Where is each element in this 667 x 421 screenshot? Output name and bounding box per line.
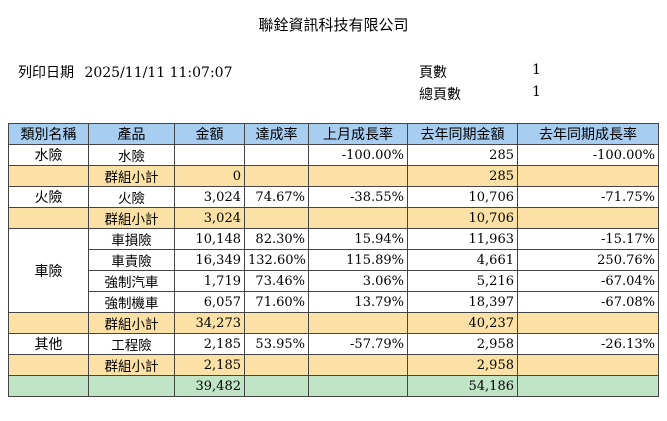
yoy-cell: -67.08% [517, 291, 659, 313]
amount-cell [174, 144, 245, 166]
achieve-cell: 74.67% [244, 186, 309, 208]
total-pages-value: 1 [532, 84, 541, 100]
subtotal-row: 群組小計 2,185 2,958 [8, 354, 659, 376]
ly-amount-cell: 285 [407, 144, 518, 166]
table-row: 車責險 16,349 132.60% 115.89% 4,661 250.76% [9, 249, 659, 271]
ly-amount-cell: 5,216 [407, 270, 518, 292]
header-last-year-amount: 去年同期金額 [407, 123, 518, 145]
header-amount: 金額 [174, 123, 245, 145]
subtotal-label: 群組小計 [88, 165, 175, 187]
header-mom-growth: 上月成長率 [308, 123, 408, 145]
yoy-cell: -26.13% [517, 333, 659, 355]
product-cell: 工程險 [88, 333, 175, 355]
category-cell: 火險 [8, 186, 89, 208]
subtotal-row: 群組小計 0 285 [8, 165, 659, 187]
product-cell: 水險 [88, 144, 175, 166]
subtotal-label: 群組小計 [88, 312, 175, 334]
amount-cell: 16,349 [174, 249, 245, 271]
sales-report-table: 類別名稱 產品 金額 達成率 上月成長率 去年同期金額 去年同期成長率 水險 水… [8, 123, 659, 397]
ly-amount-cell: 10,706 [407, 186, 518, 208]
subtotal-label: 群組小計 [88, 354, 175, 376]
subtotal-row: 群組小計 34,273 40,237 [8, 312, 659, 334]
achieve-cell: 71.60% [244, 291, 309, 313]
product-cell: 強制機車 [88, 291, 175, 313]
mom-cell: 115.89% [308, 249, 408, 271]
mom-cell: 13.79% [308, 291, 408, 313]
print-date-label: 列印日期 [18, 65, 74, 81]
category-cell: 車險 [8, 228, 89, 313]
subtotal-amount: 3,024 [174, 207, 245, 229]
grand-total-amount: 39,482 [174, 375, 245, 397]
subtotal-ly-amount: 10,706 [407, 207, 518, 229]
product-cell: 車責險 [88, 249, 175, 271]
ly-amount-cell: 18,397 [407, 291, 518, 313]
subtotal-ly-amount: 40,237 [407, 312, 518, 334]
mom-cell: 15.94% [308, 228, 408, 250]
achieve-cell: 73.46% [244, 270, 309, 292]
mom-cell: -57.79% [308, 333, 408, 355]
amount-cell: 10,148 [174, 228, 245, 250]
print-date-block: 列印日期 2025/11/11 11:07:07 [18, 62, 232, 82]
subtotal-amount: 34,273 [174, 312, 245, 334]
grand-total-ly-amount: 54,186 [407, 375, 518, 397]
category-cell: 其他 [8, 333, 89, 355]
mom-cell: 3.06% [308, 270, 408, 292]
yoy-cell: -67.04% [517, 270, 659, 292]
table-row: 強制機車 6,057 71.60% 13.79% 18,397 -67.08% [9, 291, 659, 313]
amount-cell: 3,024 [174, 186, 245, 208]
achieve-cell: 53.95% [244, 333, 309, 355]
header-achievement-rate: 達成率 [244, 123, 309, 145]
subtotal-amount: 2,185 [174, 354, 245, 376]
table-row: 火險 火險 3,024 74.67% -38.55% 10,706 -71.75… [8, 186, 659, 208]
yoy-cell: 250.76% [517, 249, 659, 271]
product-cell: 車損險 [88, 228, 175, 250]
subtotal-row: 群組小計 3,024 10,706 [8, 207, 659, 229]
achieve-cell: 82.30% [244, 228, 309, 250]
table-row: 水險 水險 -100.00% 285 -100.00% [8, 144, 659, 166]
subtotal-amount: 0 [174, 165, 245, 187]
table-row: 強制汽車 1,719 73.46% 3.06% 5,216 -67.04% [9, 270, 659, 292]
header-yoy-growth: 去年同期成長率 [517, 123, 659, 145]
grand-total-row: 39,482 54,186 [8, 375, 659, 397]
table-row: 車險 車損險 10,148 82.30% 15.94% 11,963 -15.1… [8, 228, 659, 313]
table-row: 其他 工程險 2,185 53.95% -57.79% 2,958 -26.13… [8, 333, 659, 355]
amount-cell: 6,057 [174, 291, 245, 313]
product-cell: 火險 [88, 186, 175, 208]
subtotal-ly-amount: 285 [407, 165, 518, 187]
header-category: 類別名稱 [8, 123, 89, 145]
page-value: 1 [532, 62, 541, 78]
ly-amount-cell: 4,661 [407, 249, 518, 271]
report-title: 聯銓資訊科技有限公司 [258, 16, 409, 34]
mom-cell: -38.55% [308, 186, 408, 208]
category-cell: 水險 [8, 144, 89, 166]
ly-amount-cell: 11,963 [407, 228, 518, 250]
print-date-value: 2025/11/11 11:07:07 [84, 65, 233, 81]
product-cell: 強制汽車 [88, 270, 175, 292]
achieve-cell: 132.60% [244, 249, 309, 271]
header-product: 產品 [88, 123, 175, 145]
amount-cell: 1,719 [174, 270, 245, 292]
subtotal-label: 群組小計 [88, 207, 175, 229]
mom-cell: -100.00% [308, 144, 408, 166]
table-header-row: 類別名稱 產品 金額 達成率 上月成長率 去年同期金額 去年同期成長率 [8, 123, 659, 145]
yoy-cell: -71.75% [517, 186, 659, 208]
subtotal-ly-amount: 2,958 [407, 354, 518, 376]
yoy-cell: -15.17% [517, 228, 659, 250]
ly-amount-cell: 2,958 [407, 333, 518, 355]
yoy-cell: -100.00% [517, 144, 659, 166]
total-pages-label: 總頁數 [419, 87, 461, 103]
amount-cell: 2,185 [174, 333, 245, 355]
achieve-cell [244, 144, 309, 166]
page-label: 頁數 [419, 65, 447, 81]
